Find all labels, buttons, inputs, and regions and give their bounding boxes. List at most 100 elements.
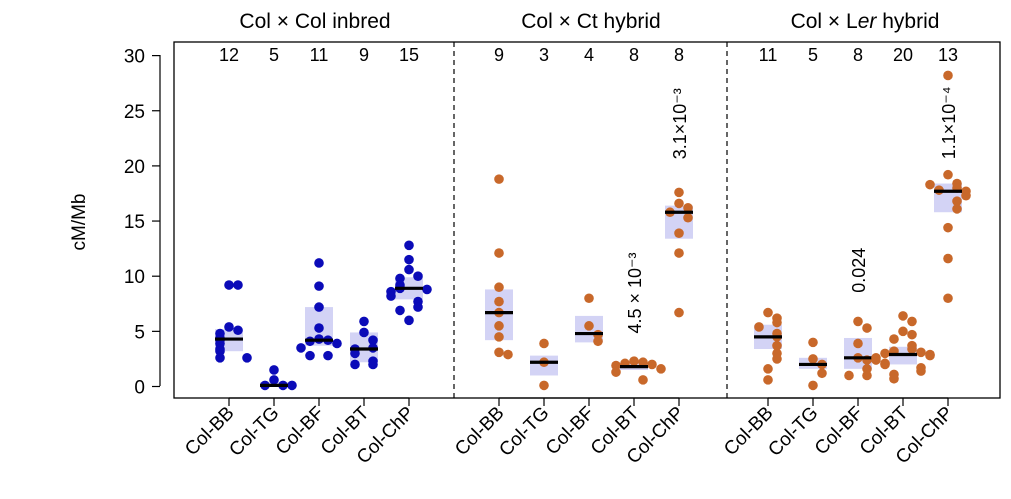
panels: 12Col-BB5Col-TG11Col-BF9Col-BT15Col-ChP9… [181, 45, 971, 468]
sample-size-label: 11 [759, 45, 778, 65]
sample-size-label: 5 [269, 45, 279, 65]
data-point [233, 325, 243, 336]
data-point [494, 296, 504, 307]
panel-1: 9Col-BB3Col-TG4Col-BF8Col-BT8Col-ChP4.5 … [451, 45, 693, 468]
data-point [889, 334, 899, 344]
data-point [772, 340, 782, 351]
data-point [952, 204, 962, 214]
y-tick-label: 25 [124, 102, 145, 123]
data-point [638, 357, 648, 368]
data-point [898, 326, 908, 337]
data-point [763, 364, 773, 374]
data-point [350, 359, 360, 370]
x-tick-label: Col-BF [811, 403, 868, 460]
data-point [871, 355, 881, 365]
sample-size-label: 3 [539, 45, 549, 65]
data-point [584, 293, 594, 304]
data-point [880, 359, 890, 370]
data-point [916, 366, 926, 376]
data-point [350, 348, 360, 359]
sample-size-label: 9 [494, 45, 504, 65]
data-point [359, 327, 369, 338]
data-point [314, 302, 324, 312]
data-point [413, 302, 423, 312]
data-point [925, 179, 935, 190]
data-point [215, 353, 225, 363]
data-point [880, 348, 890, 359]
y-tick-label: 30 [124, 47, 145, 68]
data-point [898, 311, 908, 321]
group-col-bf: 4 Col-BF [542, 45, 603, 459]
data-point [862, 323, 872, 333]
data-point [314, 258, 324, 268]
sample-size-label: 15 [399, 45, 419, 65]
data-point [314, 281, 324, 291]
x-tick-label: Col-TG [225, 403, 283, 461]
data-point [233, 280, 243, 290]
data-point [404, 264, 414, 275]
y-tick-label: 10 [124, 267, 145, 288]
y-tick-label: 15 [124, 212, 145, 233]
panel-title-ler-hybrid: Col × Ler hybrid [791, 10, 940, 33]
data-point [314, 323, 324, 333]
data-point [224, 322, 234, 332]
data-point [943, 293, 953, 304]
data-point [269, 365, 279, 375]
data-point [494, 248, 504, 258]
data-point [359, 316, 369, 327]
data-point [943, 222, 953, 233]
data-point [224, 280, 234, 290]
data-point [404, 240, 414, 251]
panel-2: 11Col-BB5Col-TG8Col-BF20Col-BT13Col-ChP0… [720, 45, 971, 468]
x-tick-label: Col-TG [764, 403, 822, 461]
data-point [287, 380, 297, 391]
data-point [943, 70, 953, 81]
data-point [674, 307, 684, 318]
data-point [674, 248, 684, 258]
data-point [907, 316, 917, 327]
sample-size-label: 12 [219, 45, 239, 65]
data-point [656, 364, 666, 374]
data-point [404, 254, 414, 265]
data-point [925, 350, 935, 361]
data-point [961, 190, 971, 201]
data-point [754, 322, 764, 332]
data-point [674, 228, 684, 238]
data-point [763, 307, 773, 318]
data-point [862, 370, 872, 381]
sample-size-label: 20 [893, 45, 913, 65]
title-part-italic: er [858, 10, 878, 33]
data-point [647, 359, 657, 370]
sample-size-label: 13 [938, 45, 958, 65]
data-point [494, 174, 504, 184]
data-point [593, 336, 603, 347]
data-point [808, 354, 818, 364]
title-part: hybrid [876, 10, 939, 33]
y-axis: 0 5 10 15 20 25 30 [124, 47, 160, 399]
data-point [323, 350, 333, 361]
data-point [611, 367, 621, 377]
p-value-annotation: 0.024 [849, 248, 869, 293]
data-point [422, 284, 432, 295]
y-tick-label: 20 [124, 157, 145, 178]
group-col-bf: 11 Col-BF [272, 45, 342, 459]
x-tick-label: Col-BF [542, 403, 599, 460]
x-tick-label: Col-BF [272, 403, 329, 460]
data-point [503, 349, 513, 360]
sample-size-label: 9 [359, 45, 369, 65]
p-value-annotation: 3.1×10⁻³ [670, 88, 690, 159]
data-point [296, 343, 306, 353]
data-point [674, 198, 684, 209]
data-point [907, 329, 917, 340]
data-point [395, 273, 405, 284]
data-point [494, 321, 504, 331]
data-point [952, 196, 962, 206]
data-point [494, 282, 504, 293]
data-point [368, 335, 378, 345]
data-point [242, 353, 252, 363]
data-point [269, 375, 279, 385]
